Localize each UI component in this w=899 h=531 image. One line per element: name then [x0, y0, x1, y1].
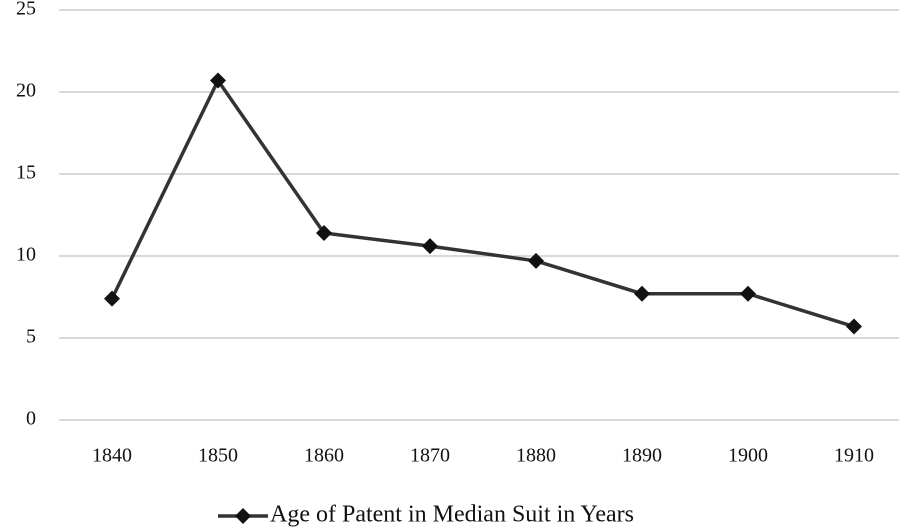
- y-tick-label: 20: [16, 80, 36, 102]
- marker: [740, 285, 756, 302]
- marker: [634, 285, 650, 302]
- x-tick-label: 1890: [622, 445, 662, 467]
- x-tick-label: 1870: [410, 445, 450, 467]
- marker: [210, 72, 226, 89]
- x-tick-label: 1880: [516, 445, 556, 467]
- marker: [422, 238, 438, 255]
- marker: [846, 318, 862, 335]
- marker: [528, 252, 544, 269]
- y-tick-label: 25: [16, 0, 36, 20]
- y-tick-label: 0: [26, 408, 36, 430]
- marker: [104, 290, 120, 307]
- x-tick-label: 1850: [198, 445, 238, 467]
- marker: [316, 225, 332, 242]
- y-tick-label: 15: [16, 162, 36, 184]
- x-tick-label: 1840: [92, 445, 132, 467]
- x-tick-label: 1910: [834, 445, 874, 467]
- y-tick-label: 10: [16, 244, 36, 266]
- legend-marker: [235, 508, 251, 524]
- series-line: [110, 77, 855, 329]
- y-tick-label: 5: [26, 326, 36, 348]
- legend-label: Age of Patent in Median Suit in Years: [270, 502, 634, 528]
- x-tick-label: 1860: [304, 445, 344, 467]
- x-tick-label: 1900: [728, 445, 768, 467]
